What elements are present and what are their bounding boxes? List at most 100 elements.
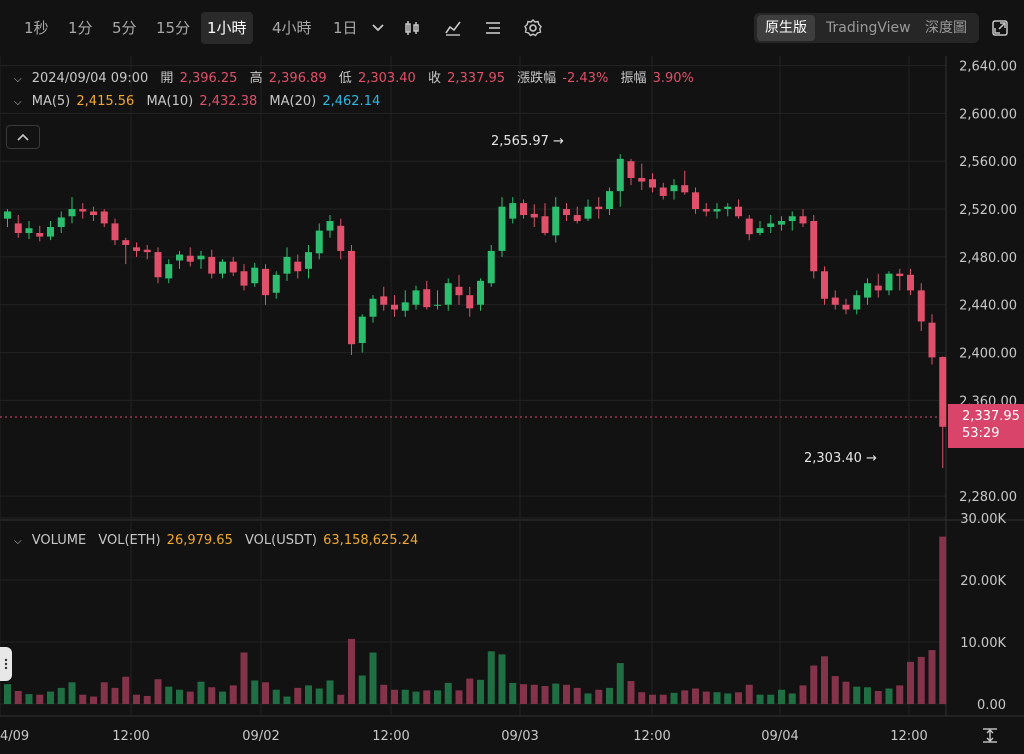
axis-settings-icon[interactable] [983,728,997,743]
candle-body [25,228,33,233]
volume-bar [842,681,850,704]
volume-tick-label: 30.00K [960,512,1006,527]
time-tick-label: 09/03 [501,729,538,744]
volume-bar [79,694,87,704]
gear-icon[interactable] [519,14,547,42]
volume-bar [369,652,377,704]
price-tick-label: 2,600.00 [959,107,1017,122]
volume-bar [133,694,140,704]
candle-body [47,227,54,237]
candle-countdown: 53:29 [962,426,1000,441]
volume-chevron-icon[interactable]: ⌵ [14,536,22,547]
timeframe-1h[interactable]: 1小時 [201,12,253,44]
fullscreen-icon[interactable] [986,14,1014,42]
volume-bar [659,694,667,704]
list-icon[interactable] [479,14,507,42]
timeframe-1d[interactable]: 1日 [333,19,358,37]
view-depth[interactable]: 深度圖 [925,20,967,36]
candle-body [4,211,11,219]
candle-body [111,223,119,241]
volume-bar [14,690,22,704]
low-annotation: 2,303.40 → [804,451,877,466]
volume-bar [616,663,624,704]
candle-body [305,252,312,269]
candle-body [541,216,549,233]
price-tick-label: 2,520.00 [959,203,1017,218]
ma-chevron-icon[interactable]: ⌵ [14,97,22,108]
high-annotation: 2,565.97 → [491,134,564,149]
vol-eth-value: 26,979.65 [166,533,233,548]
volume-bar [143,695,151,704]
candle-body [799,216,807,224]
view-native[interactable]: 原生版 [757,15,815,41]
candle-body [767,223,775,228]
timeframe-15m[interactable]: 15分 [156,19,191,37]
candle-body [262,268,269,296]
chart-toolbar: 1秒 1分 5分 15分 1小時 4小時 1日 原生版 TradingView … [0,0,1024,56]
volume-bar [186,691,194,704]
legend-datetime: 2024/09/04 09:00 [31,71,149,86]
timeframe-1m[interactable]: 1分 [68,19,93,37]
chevron-up-icon [17,133,29,141]
legend-amp: 3.90% [652,71,694,86]
volume-bar [788,693,796,704]
volume-bar [509,682,517,704]
candle-body [455,286,463,296]
view-tradingview[interactable]: TradingView [826,20,911,36]
ma10-label: MA(10) [146,94,194,109]
ohlc-legend: ⌵ 2024/09/04 09:00 開 2,396.25 高 2,396.89… [14,67,696,86]
candle-body [778,221,785,225]
candle-body [606,191,613,210]
candle-body [337,225,345,251]
volume-bar [907,661,914,704]
chevron-down-icon[interactable] [364,14,392,42]
candle-body [928,322,936,358]
collapse-legend-button[interactable] [6,125,40,149]
volume-bar [326,680,334,704]
candle-body [412,290,420,305]
candle-body [122,240,130,245]
volume-bar [358,675,366,704]
vol-usdt-value: 63,158,625.24 [323,533,419,548]
volume-bar [520,684,527,704]
candle-body [638,177,646,182]
candle-body [842,304,850,310]
collapse-chevron-icon[interactable]: ⌵ [14,74,22,85]
volume-bar [348,638,355,704]
candle-body [810,221,818,272]
candle-body [358,316,366,344]
candle-body [197,255,205,260]
candle-body [874,285,882,291]
timeframe-5m[interactable]: 5分 [112,19,137,37]
candle-body [487,250,495,284]
candle-body [885,273,893,291]
legend-close-label: 收 [427,71,441,86]
price-tick-label: 2,480.00 [959,251,1017,266]
legend-high-label: 高 [249,71,263,86]
candle-body [498,206,506,251]
timeframe-1s[interactable]: 1秒 [24,19,49,37]
candle-body [907,274,914,291]
indicator-icon[interactable] [439,14,467,42]
volume-bar [896,685,904,704]
timeframe-4h[interactable]: 4小時 [272,19,312,37]
candle-body [939,357,947,427]
legend-open-label: 開 [160,71,174,86]
side-panel-handle[interactable] [0,647,12,681]
volume-bar [595,689,603,704]
legend-open: 2,396.25 [179,71,238,86]
volume-axis: 30.00K 20.00K 10.00K 0.00 [960,512,1006,713]
volume-bar [627,681,635,704]
volume-bar [692,688,699,704]
legend-change-label: 漲跌幅 [517,71,557,86]
candle-body [165,264,173,279]
volume-legend: ⌵ VOLUME VOL(ETH) 26,979.65 VOL(USDT) 63… [14,533,420,548]
candle-body [14,223,22,233]
current-price-value: 2,337.95 [962,409,1020,424]
candle-type-icon[interactable] [398,14,426,42]
volume-bar [57,687,65,704]
candle-body [896,273,904,277]
time-tick-label: 09/04 [761,729,798,744]
current-price-tag: 2,337.95 53:29 [948,404,1024,448]
candlestick-chart[interactable]: 2,640.00 2,600.00 2,560.00 2,520.00 2,480.00… [0,56,1024,754]
